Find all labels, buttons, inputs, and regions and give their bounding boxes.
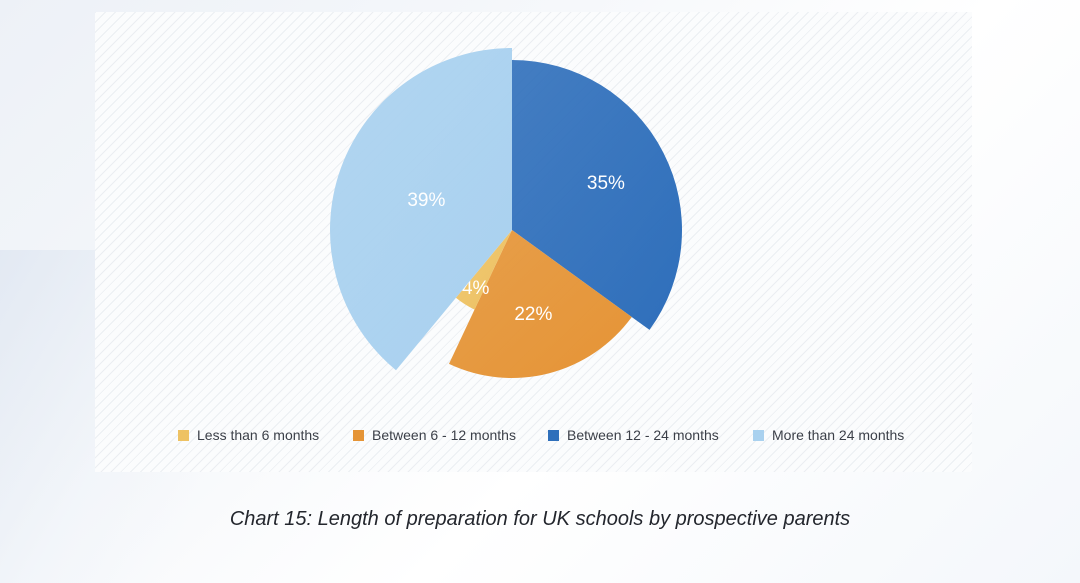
legend-label: Less than 6 months (197, 427, 320, 443)
legend-swatch (753, 429, 764, 441)
pie-slice-less-than-6-months (455, 230, 512, 310)
slice-value-label: 4% (462, 278, 490, 299)
legend-label: Between 12 - 24 months (567, 427, 719, 443)
legend-item-less-than-6-months: Less than 6 months (178, 427, 319, 443)
legend-item-between-6-12-months: Between 6 - 12 months (353, 427, 516, 443)
legend-swatch (548, 429, 559, 441)
legend-swatch (178, 429, 189, 441)
slice-value-label: 22% (514, 304, 552, 325)
slice-value-label: 39% (407, 190, 445, 211)
pie-slice-between-12-24-months (512, 60, 683, 330)
legend-label: Between 6 - 12 months (372, 427, 516, 443)
slice-value-label: 35% (587, 173, 625, 194)
legend-label: More than 24 months (772, 427, 905, 443)
legend-swatch (353, 429, 364, 441)
legend: Less than 6 months Between 6 - 12 months… (0, 427, 1080, 447)
legend-item-more-than-24-months: More than 24 months (753, 427, 904, 443)
pie-slice-more-than-24-months (330, 48, 512, 371)
pie-slice-between-6-12-months (448, 230, 632, 378)
legend-item-between-12-24-months: Between 12 - 24 months (548, 427, 719, 443)
chart-caption: Chart 15: Length of preparation for UK s… (229, 508, 851, 530)
